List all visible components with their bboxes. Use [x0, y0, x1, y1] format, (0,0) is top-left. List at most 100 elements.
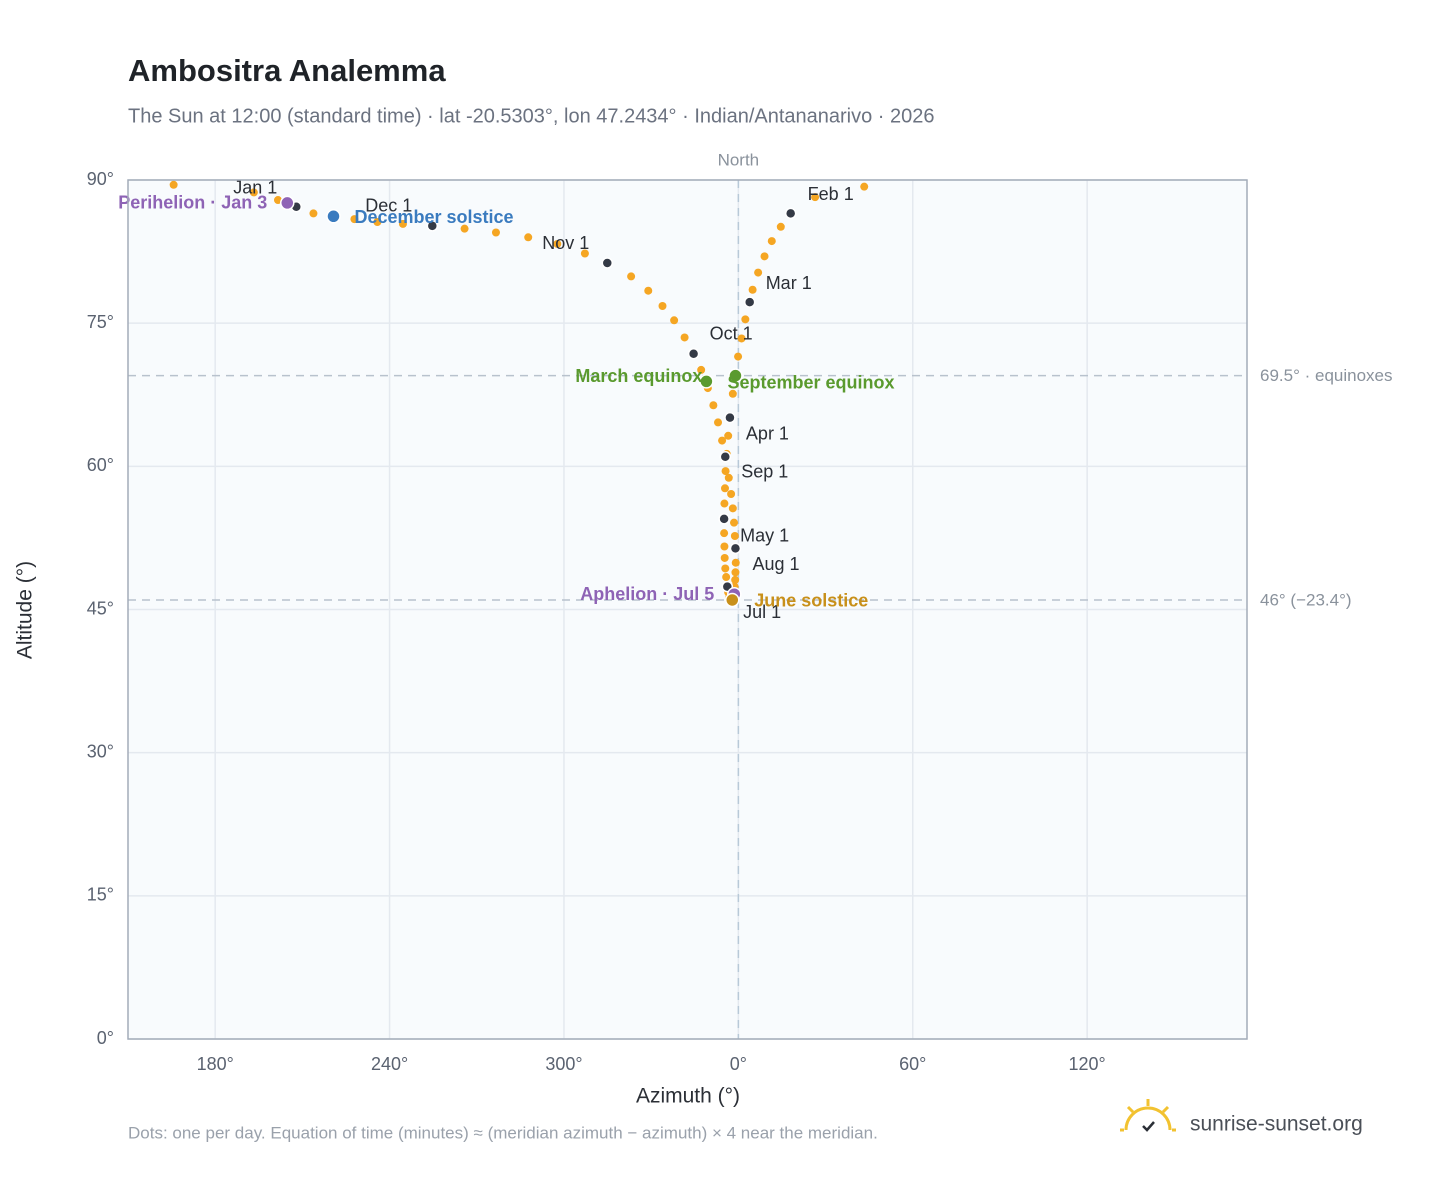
month-marker	[426, 220, 439, 232]
y-tick-label: 30°	[87, 741, 114, 761]
month-label: Apr 1	[746, 423, 789, 443]
month-label: Jan 1	[233, 177, 277, 197]
month-marker	[724, 411, 736, 424]
day-dot	[720, 542, 729, 551]
month-marker	[743, 296, 756, 308]
day-dot	[748, 285, 757, 294]
reference-label: 69.5° · equinoxes	[1260, 366, 1393, 385]
brand-logo	[1120, 1099, 1176, 1132]
month-marker	[719, 451, 732, 463]
y-axis-label: Altitude (°)	[14, 561, 37, 659]
day-dot	[720, 553, 729, 562]
x-tick-label: 120°	[1069, 1054, 1106, 1074]
month-label: May 1	[740, 526, 789, 546]
day-dot	[169, 180, 178, 189]
y-tick-label: 45°	[87, 598, 114, 618]
day-dot	[728, 389, 737, 398]
day-dot	[680, 333, 689, 342]
event-marker	[728, 368, 743, 383]
day-dot	[627, 272, 636, 281]
month-label: Feb 1	[808, 184, 854, 204]
y-tick-label: 15°	[87, 885, 114, 905]
reference-label: 46° (−23.4°)	[1260, 590, 1352, 609]
month-label: Oct 1	[710, 323, 753, 343]
month-marker	[718, 513, 730, 525]
day-dot	[491, 228, 500, 237]
event-label: December solstice	[354, 207, 513, 227]
event-label: September equinox	[727, 372, 894, 392]
day-dot	[373, 217, 382, 226]
month-marker	[784, 207, 797, 220]
reference-label: North	[718, 150, 760, 169]
day-dot	[273, 196, 282, 205]
day-dot	[350, 215, 359, 224]
day-dot	[731, 558, 740, 567]
month-marker	[729, 542, 742, 555]
day-dot	[730, 532, 739, 541]
month-label: Aug 1	[752, 554, 799, 574]
y-tick-label: 60°	[87, 455, 114, 475]
day-dot	[524, 233, 533, 242]
x-tick-label: 240°	[371, 1054, 408, 1074]
event-marker	[326, 209, 341, 224]
month-label: Nov 1	[542, 233, 589, 253]
x-tick-label: 180°	[197, 1054, 234, 1074]
x-tick-label: 60°	[899, 1054, 926, 1074]
y-tick-label: 0°	[97, 1028, 114, 1048]
event-label: Perihelion · Jan 3	[118, 193, 267, 213]
event-label: June solstice	[754, 591, 868, 611]
day-dot	[670, 316, 679, 325]
day-dot	[721, 564, 730, 573]
day-dot	[724, 431, 733, 440]
plot-border	[127, 179, 1248, 1040]
day-dot	[731, 575, 740, 584]
event-label: March equinox	[575, 366, 702, 386]
day-dot	[737, 334, 746, 343]
day-dot	[727, 490, 736, 499]
y-tick-label: 90°	[87, 169, 114, 189]
day-dot	[644, 286, 653, 295]
y-tick-label: 75°	[87, 312, 114, 332]
day-dot	[398, 219, 407, 228]
day-dot	[720, 529, 729, 538]
day-dot	[249, 188, 258, 197]
day-dot	[730, 518, 739, 527]
event-marker	[725, 592, 740, 608]
day-dot	[718, 436, 727, 445]
month-label: Sep 1	[741, 462, 788, 482]
x-tick-label: 0°	[730, 1054, 747, 1074]
day-dot	[697, 365, 706, 374]
month-label: Jul 1	[743, 602, 781, 622]
day-dot	[553, 239, 562, 248]
chart-title: Ambositra Analemma	[128, 53, 446, 88]
day-dot	[658, 301, 667, 310]
x-tick-label: 300°	[545, 1054, 582, 1074]
day-dot	[709, 401, 718, 410]
event-marker	[280, 195, 295, 211]
month-label: Dec 1	[365, 196, 412, 216]
day-dot	[776, 222, 785, 231]
day-dot	[724, 473, 733, 482]
month-label: Mar 1	[766, 273, 812, 293]
day-dot	[309, 209, 318, 218]
day-dot	[721, 467, 730, 476]
day-dot	[720, 499, 729, 508]
day-dot	[731, 568, 740, 577]
month-marker	[687, 347, 700, 360]
day-dot	[760, 252, 769, 261]
day-dot	[741, 315, 750, 324]
day-dot	[714, 418, 723, 427]
footnote: Dots: one per day. Equation of time (min…	[128, 1123, 878, 1142]
day-dot	[580, 249, 589, 258]
chart-subtitle: The Sun at 12:00 (standard time) · lat -…	[128, 105, 935, 127]
day-dot	[720, 484, 729, 493]
event-label: Aphelion · Jul 5	[580, 584, 714, 604]
day-dot	[811, 193, 820, 202]
day-dot	[860, 182, 869, 191]
event-marker	[699, 374, 714, 389]
day-dot	[460, 224, 469, 233]
day-dot	[722, 573, 731, 582]
day-dot	[754, 268, 763, 277]
day-dot	[767, 237, 776, 246]
